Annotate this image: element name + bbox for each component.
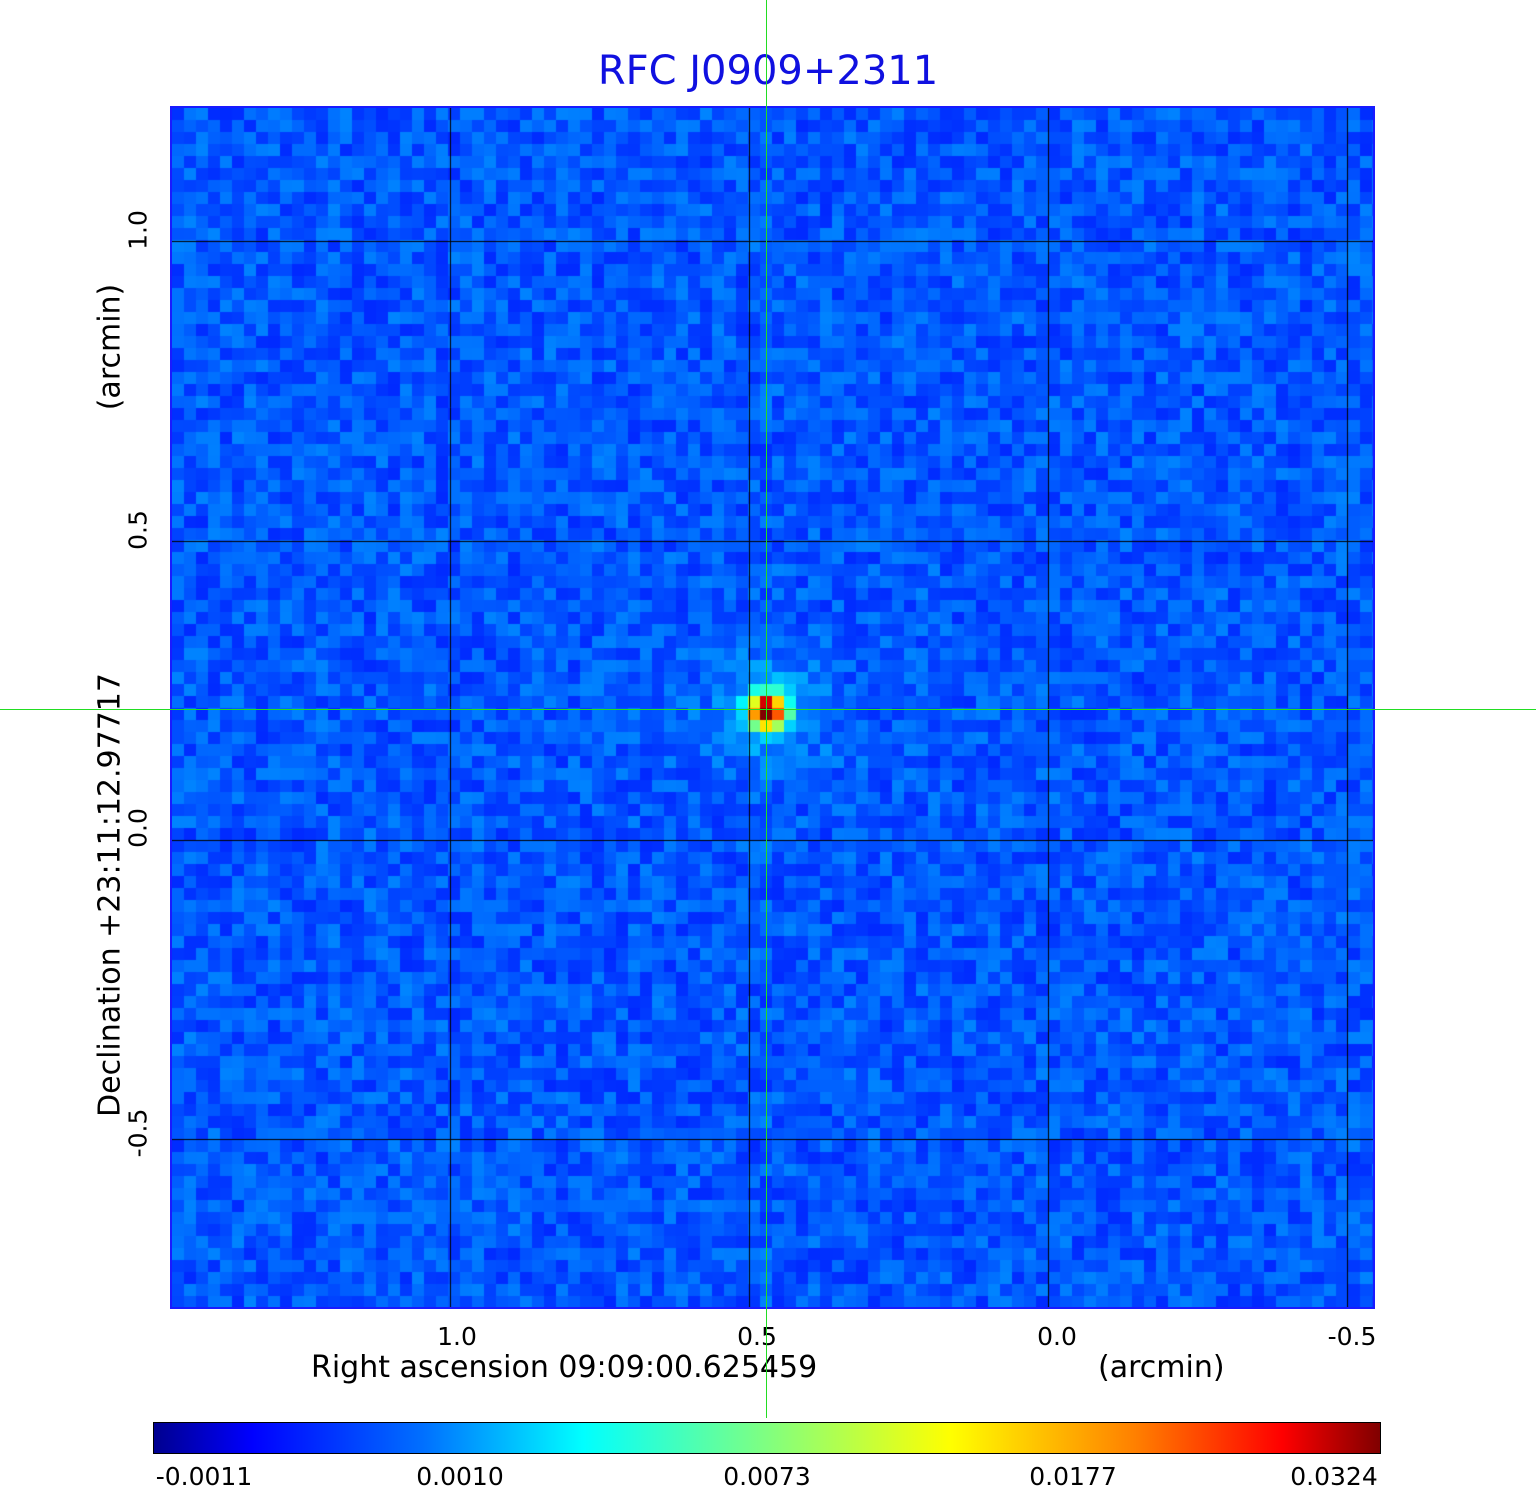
colorbar-tick-label: 0.0324 bbox=[1290, 1462, 1378, 1491]
x-tick-label: 0.5 bbox=[737, 1322, 777, 1351]
y-axis-label: Declination +23:11:12.97717 bbox=[92, 673, 128, 1117]
x-tick-label: -0.5 bbox=[1327, 1322, 1377, 1351]
colorbar bbox=[153, 1422, 1381, 1454]
sky-image[interactable] bbox=[170, 106, 1375, 1309]
x-tick-label: 1.0 bbox=[437, 1322, 477, 1351]
colorbar-tick-label: 0.0073 bbox=[723, 1462, 811, 1491]
colorbar-tick-label: -0.0011 bbox=[155, 1462, 253, 1491]
colorbar-tick-label: 0.0010 bbox=[416, 1462, 504, 1491]
y-axis-unit: (arcmin) bbox=[92, 283, 128, 411]
x-axis-label: Right ascension 09:09:00.625459 bbox=[311, 1350, 818, 1385]
y-tick-label: 0.5 bbox=[123, 510, 153, 550]
x-axis-unit: (arcmin) bbox=[1098, 1350, 1225, 1385]
heatmap-canvas bbox=[172, 108, 1373, 1307]
crosshair-horizontal bbox=[0, 709, 1536, 710]
y-tick-label: 1.0 bbox=[123, 210, 153, 250]
x-tick-label: 0.0 bbox=[1037, 1322, 1077, 1351]
y-tick-label: -0.5 bbox=[123, 1108, 153, 1158]
chart-title: RFC J0909+2311 bbox=[597, 48, 939, 94]
colorbar-tick-label: 0.0177 bbox=[1029, 1462, 1117, 1491]
y-tick-label: 0.0 bbox=[123, 808, 153, 848]
